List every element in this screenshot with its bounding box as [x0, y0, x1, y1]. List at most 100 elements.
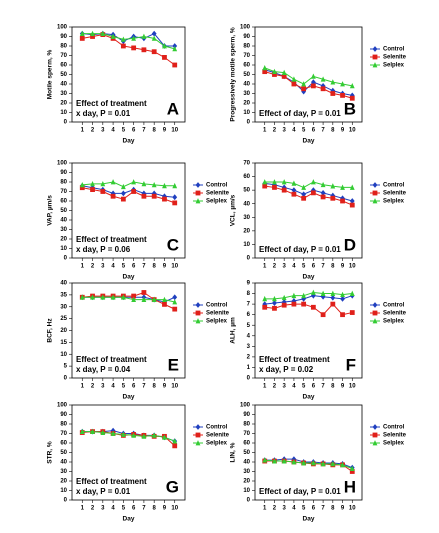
y-tick-label: 2	[247, 354, 251, 360]
x-tick-label: 7	[321, 128, 325, 134]
marker	[301, 292, 307, 299]
y-tick-label: 0	[247, 498, 251, 504]
x-tick-label: 2	[273, 128, 277, 134]
marker	[310, 73, 316, 79]
y-tick-label: 30	[60, 304, 67, 310]
x-tick-label: 5	[122, 128, 126, 134]
x-tick-label: 1	[263, 264, 267, 270]
y-tick-label: 20	[243, 228, 250, 234]
y-tick-label: 8	[247, 291, 251, 297]
x-tick-label: 5	[302, 128, 306, 134]
legend-label: Selenite	[206, 311, 230, 317]
x-tick-label: 10	[171, 384, 178, 390]
y-tick-label: 60	[60, 199, 67, 205]
marker	[120, 294, 126, 300]
marker	[120, 196, 126, 202]
marker	[151, 190, 157, 197]
marker	[291, 76, 297, 82]
marker	[291, 292, 297, 299]
marker	[131, 179, 137, 185]
x-tick-label: 1	[81, 506, 85, 512]
annotation: x day, P = 0.01	[76, 487, 131, 496]
legend-label: Control	[383, 183, 405, 189]
marker	[281, 184, 287, 191]
x-tick-label: 9	[341, 384, 345, 390]
y-tick-label: 60	[243, 63, 250, 69]
marker	[340, 184, 345, 190]
marker	[301, 184, 307, 190]
y-tick-label: 10	[60, 110, 67, 116]
y-tick-label: 4	[247, 333, 251, 339]
x-tick-label: 7	[142, 506, 146, 512]
legend-label: Control	[206, 425, 228, 431]
series-line	[82, 296, 175, 303]
annotation: x day, P = 0.04	[76, 365, 131, 374]
legend-label: Selplex	[383, 63, 405, 69]
y-axis-label: ALH, µm	[230, 317, 237, 344]
marker	[195, 310, 201, 316]
y-tick-label: 3	[247, 344, 251, 350]
x-tick-label: 8	[331, 384, 335, 390]
y-axis-label: LIN, %	[230, 442, 237, 462]
marker	[281, 179, 287, 185]
marker	[90, 428, 95, 434]
y-tick-label: 7	[247, 302, 251, 308]
y-tick-label: 70	[60, 431, 67, 437]
y-axis-label: Progressively motile sperm, %	[230, 27, 237, 122]
annotation: x day, P = 0.01	[76, 109, 131, 118]
marker	[349, 469, 355, 474]
marker	[340, 198, 345, 204]
marker	[79, 181, 85, 188]
x-axis-label: Day	[303, 394, 315, 401]
marker	[79, 185, 85, 191]
x-tick-label: 3	[101, 384, 105, 390]
marker	[310, 83, 316, 89]
marker	[330, 301, 336, 307]
x-tick-label: 8	[153, 384, 157, 390]
marker	[151, 181, 157, 188]
x-tick-label: 9	[341, 506, 345, 512]
y-tick-label: 20	[60, 237, 67, 243]
x-tick-label: 8	[331, 506, 335, 512]
marker	[320, 194, 326, 200]
marker	[141, 193, 147, 199]
marker	[100, 189, 106, 194]
x-tick-label: 7	[142, 128, 146, 134]
legend-label: Selplex	[383, 199, 405, 205]
marker	[340, 291, 345, 298]
y-axis-label: Motile sperm, %	[47, 50, 54, 100]
y-tick-label: 90	[60, 412, 67, 418]
series-line	[264, 71, 353, 99]
y-tick-label: 50	[243, 72, 250, 78]
x-tick-label: 10	[349, 384, 356, 390]
marker	[172, 45, 178, 52]
x-tick-label: 8	[153, 128, 157, 134]
marker	[301, 460, 307, 466]
y-tick-label: 5	[64, 364, 68, 370]
x-tick-label: 10	[349, 264, 356, 270]
y-axis-label: BCF, Hz	[47, 318, 54, 343]
y-tick-label: 40	[60, 218, 67, 224]
y-tick-label: 0	[64, 376, 68, 382]
marker	[79, 428, 85, 434]
marker	[151, 49, 157, 55]
marker	[330, 183, 336, 189]
x-tick-label: 2	[273, 384, 277, 390]
marker	[340, 81, 345, 87]
marker	[120, 431, 126, 437]
series-line	[264, 185, 353, 206]
x-tick-label: 1	[263, 506, 267, 512]
marker	[301, 195, 307, 201]
x-tick-label: 5	[122, 506, 126, 512]
annotation: x day, P = 0.02	[259, 365, 314, 374]
marker	[310, 304, 316, 310]
x-tick-label: 9	[341, 128, 345, 134]
annotation: Effect of treatment	[76, 235, 147, 244]
marker	[262, 304, 268, 310]
marker	[301, 81, 307, 87]
marker	[330, 290, 336, 296]
y-tick-label: 10	[60, 488, 67, 494]
y-tick-label: 10	[60, 352, 67, 358]
marker	[172, 294, 178, 301]
